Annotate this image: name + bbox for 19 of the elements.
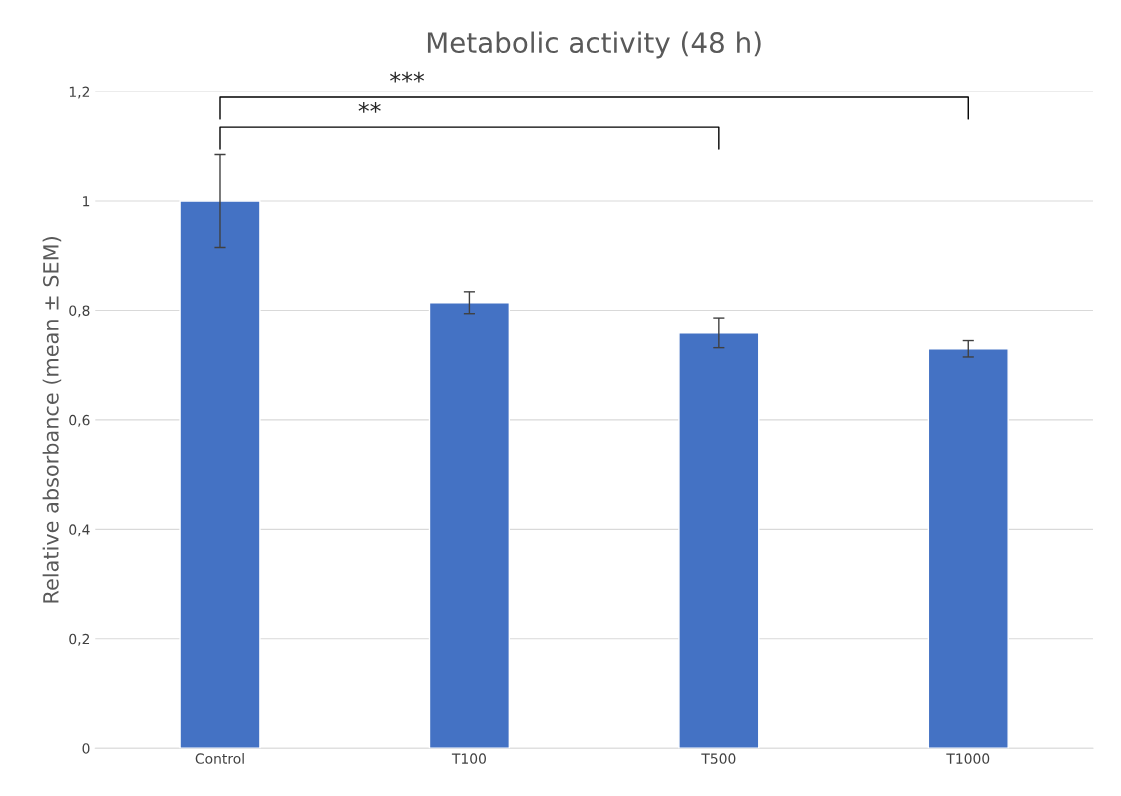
chart-title: Metabolic activity (48 h) xyxy=(427,31,761,59)
x-tick-label: Control xyxy=(195,753,244,764)
y-tick-label: 0,6 xyxy=(69,414,90,427)
x-tick-label: T1000 xyxy=(946,753,990,764)
y-tick-label: 0 xyxy=(82,743,90,754)
annotation: ** xyxy=(358,101,381,113)
y-tick-label: 0,2 xyxy=(69,633,90,646)
y-tick-label: 0,4 xyxy=(69,524,90,537)
bar xyxy=(179,200,261,749)
y-tick-label: 1 xyxy=(83,196,90,207)
text: *** xyxy=(390,71,425,83)
y-tick-label: 0,8 xyxy=(69,305,90,318)
y-tick-label: 1,2 xyxy=(69,86,90,99)
bar xyxy=(678,332,760,749)
y-axis-title: Relative absorbance (mean ± SEM) xyxy=(42,237,62,603)
bar xyxy=(428,302,511,749)
bar xyxy=(927,348,1009,749)
x-tick-label: T500 xyxy=(701,753,736,764)
x-tick-label: T100 xyxy=(451,753,486,764)
